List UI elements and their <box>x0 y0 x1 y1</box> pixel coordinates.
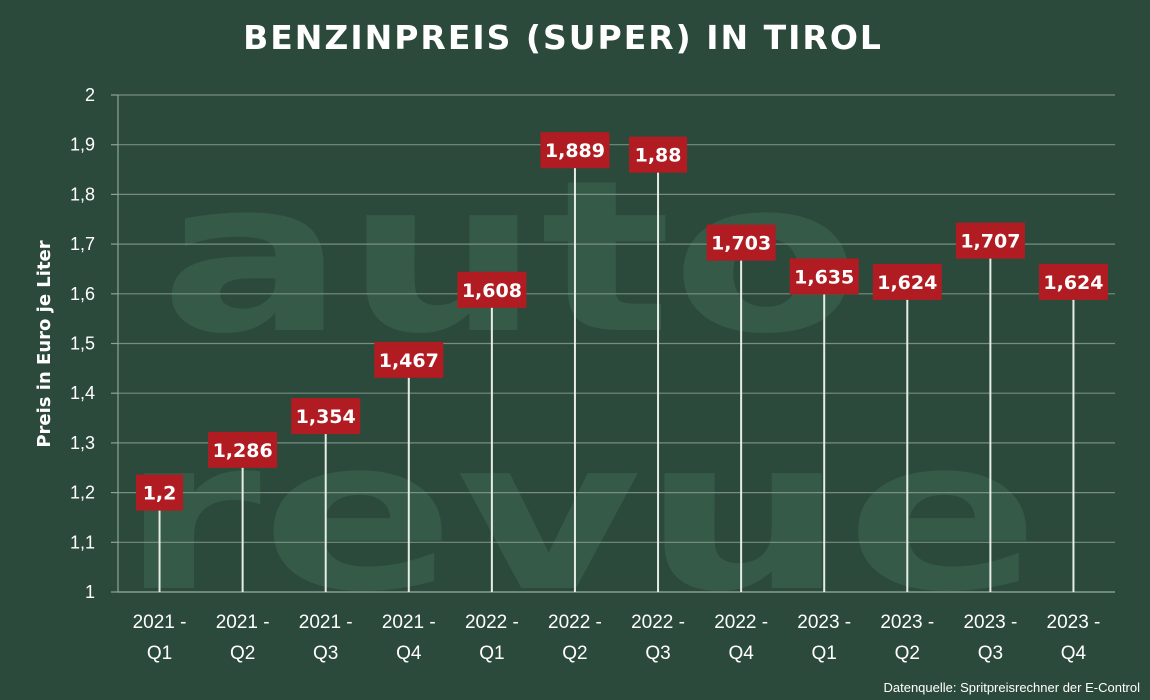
x-tick-label: Q3 <box>645 643 670 664</box>
value-labels: 1,2 1,286 1,354 1,467 1,608 1,889 1,88 1,703 1,6… <box>136 132 1108 511</box>
data-label: 1,467 <box>374 341 444 378</box>
x-tick-label: Q2 <box>230 643 255 664</box>
x-tick-label: Q3 <box>978 643 1003 664</box>
x-tick-label: 2022 - <box>714 612 768 633</box>
data-label-text: 1,703 <box>711 233 771 255</box>
y-tick-label: 1,6 <box>70 284 95 304</box>
data-label: 1,2 <box>136 474 184 511</box>
y-tick-label: 1,3 <box>70 433 95 453</box>
y-axis-label: Preis in Euro je Liter <box>34 240 55 447</box>
chart-title: BENZINPREIS (SUPER) IN TIROL <box>243 18 883 57</box>
data-label-text: 1,707 <box>960 231 1020 253</box>
x-tick-label: Q4 <box>728 643 754 664</box>
grid <box>111 94 1115 593</box>
x-tick-label: 2022 - <box>631 612 685 633</box>
y-tick-label: 1,2 <box>70 483 95 503</box>
watermark: auto revue <box>120 135 1040 638</box>
data-label-box <box>540 132 610 169</box>
data-label: 1,889 <box>540 132 610 169</box>
x-tick-label: 2022 - <box>548 612 602 633</box>
data-label-text: 1,354 <box>296 406 356 428</box>
data-label-box <box>955 222 1025 259</box>
y-tick-label: 1,1 <box>70 532 95 552</box>
data-label-text: 1,467 <box>379 350 439 372</box>
x-tick-label: 2023 - <box>963 612 1017 633</box>
data-label: 1,608 <box>457 271 527 308</box>
y-tick-label: 1,8 <box>70 184 95 204</box>
data-label-box <box>208 431 278 468</box>
y-tick-label: 2 <box>85 85 95 105</box>
x-tick-label: 2023 - <box>880 612 934 633</box>
data-label: 1,703 <box>706 224 776 261</box>
x-tick-label: 2021 - <box>216 612 270 633</box>
data-label-text: 1,608 <box>462 280 522 302</box>
data-label-text: 1,889 <box>545 140 605 162</box>
data-label-box <box>374 341 444 378</box>
x-tick-label: Q2 <box>895 643 920 664</box>
y-tick-label: 1,5 <box>70 334 95 354</box>
data-label: 1,354 <box>291 398 361 435</box>
data-label: 1,624 <box>872 263 942 300</box>
data-label: 1,707 <box>955 222 1025 259</box>
x-tick-label: 2021 - <box>382 612 436 633</box>
x-axis-ticks: 2021 - Q1 2021 - Q2 2021 - Q3 2021 - Q4 2022 - Q1… <box>133 612 1101 664</box>
bar-stems <box>158 150 1075 592</box>
data-source: Datenquelle: Spritpreisrechner der E-Con… <box>883 680 1140 695</box>
data-label-box <box>789 258 859 295</box>
data-label: 1,88 <box>629 136 688 173</box>
x-tick-label: Q3 <box>313 643 338 664</box>
data-label-text: 1,624 <box>1043 272 1103 294</box>
data-label-text: 1,286 <box>213 440 273 462</box>
data-label-box <box>706 224 776 261</box>
data-label-box <box>629 136 688 173</box>
x-tick-label: 2023 - <box>797 612 851 633</box>
y-axis-ticks: 1 1,1 1,2 1,3 1,4 1,5 1,6 1,7 1,8 1,9 2 <box>70 85 95 602</box>
data-label-box <box>136 474 184 511</box>
data-label-box <box>291 398 361 435</box>
watermark-line-2: revue <box>120 393 1040 638</box>
x-tick-label: Q1 <box>479 643 504 664</box>
data-label: 1,624 <box>1038 263 1108 300</box>
y-tick-label: 1,9 <box>70 135 95 155</box>
data-label-box <box>1038 263 1108 300</box>
data-label-text: 1,635 <box>794 266 854 288</box>
y-tick-label: 1 <box>85 582 95 602</box>
y-tick-label: 1,4 <box>70 383 95 403</box>
data-label-text: 1,2 <box>143 483 177 505</box>
x-tick-label: Q4 <box>396 643 422 664</box>
x-tick-label: Q1 <box>812 643 837 664</box>
data-label-box <box>872 263 942 300</box>
x-tick-label: Q2 <box>562 643 587 664</box>
data-label-text: 1,624 <box>877 272 937 294</box>
y-tick-label: 1,7 <box>70 234 95 254</box>
data-label-box <box>457 271 527 308</box>
x-tick-label: 2021 - <box>299 612 353 633</box>
x-tick-label: 2022 - <box>465 612 519 633</box>
data-label: 1,286 <box>208 431 278 468</box>
x-tick-label: Q4 <box>1061 643 1087 664</box>
x-tick-label: 2021 - <box>133 612 187 633</box>
data-label-text: 1,88 <box>635 145 682 167</box>
x-tick-label: Q1 <box>147 643 172 664</box>
x-tick-label: 2023 - <box>1047 612 1101 633</box>
data-label: 1,635 <box>789 258 859 295</box>
